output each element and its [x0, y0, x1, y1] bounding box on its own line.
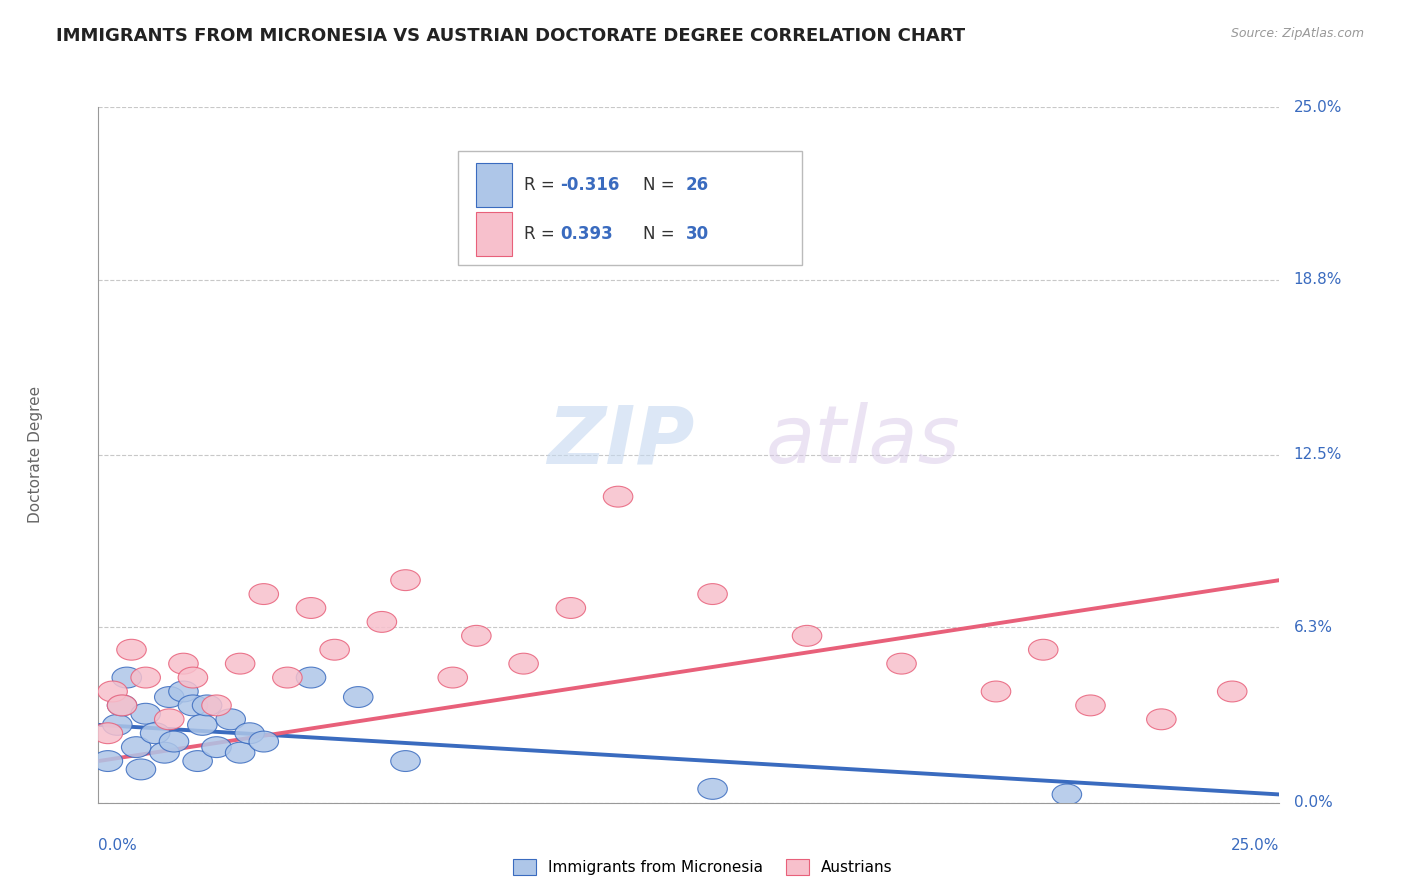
Ellipse shape [107, 695, 136, 715]
Ellipse shape [697, 779, 727, 799]
Ellipse shape [461, 625, 491, 646]
Ellipse shape [202, 737, 232, 757]
Ellipse shape [155, 687, 184, 707]
Text: Source: ZipAtlas.com: Source: ZipAtlas.com [1230, 27, 1364, 40]
Ellipse shape [141, 723, 170, 744]
Ellipse shape [117, 640, 146, 660]
Ellipse shape [127, 759, 156, 780]
Text: N =: N = [643, 225, 681, 243]
Ellipse shape [391, 751, 420, 772]
Ellipse shape [98, 681, 128, 702]
Text: 26: 26 [686, 176, 709, 194]
Ellipse shape [1076, 695, 1105, 715]
Text: atlas: atlas [766, 402, 960, 480]
Ellipse shape [603, 486, 633, 507]
Ellipse shape [202, 695, 232, 715]
Ellipse shape [187, 714, 217, 735]
Ellipse shape [155, 709, 184, 730]
Ellipse shape [121, 737, 150, 757]
Ellipse shape [1218, 681, 1247, 702]
Ellipse shape [183, 751, 212, 772]
Ellipse shape [159, 731, 188, 752]
Ellipse shape [297, 598, 326, 618]
Text: N =: N = [643, 176, 681, 194]
Ellipse shape [131, 667, 160, 688]
Ellipse shape [391, 570, 420, 591]
Ellipse shape [439, 667, 467, 688]
Ellipse shape [249, 731, 278, 752]
Text: 6.3%: 6.3% [1294, 620, 1333, 635]
Ellipse shape [169, 653, 198, 674]
Text: ZIP: ZIP [547, 402, 695, 480]
Ellipse shape [103, 714, 132, 735]
Text: 25.0%: 25.0% [1294, 100, 1341, 114]
Text: 18.8%: 18.8% [1294, 272, 1341, 287]
Ellipse shape [321, 640, 349, 660]
Ellipse shape [131, 703, 160, 724]
Ellipse shape [249, 583, 278, 605]
Ellipse shape [93, 723, 122, 744]
Ellipse shape [297, 667, 326, 688]
Ellipse shape [225, 742, 254, 764]
Text: 0.393: 0.393 [561, 225, 613, 243]
Ellipse shape [509, 653, 538, 674]
Ellipse shape [193, 695, 222, 715]
Ellipse shape [273, 667, 302, 688]
Ellipse shape [169, 681, 198, 702]
Text: R =: R = [524, 225, 560, 243]
Ellipse shape [1052, 784, 1081, 805]
Ellipse shape [1146, 709, 1175, 730]
Ellipse shape [112, 667, 142, 688]
Ellipse shape [179, 695, 208, 715]
Ellipse shape [217, 709, 246, 730]
Ellipse shape [792, 625, 821, 646]
Ellipse shape [150, 742, 180, 764]
Text: 0.0%: 0.0% [1294, 796, 1333, 810]
Ellipse shape [93, 751, 122, 772]
Ellipse shape [697, 583, 727, 605]
Text: Doctorate Degree: Doctorate Degree [28, 386, 42, 524]
Text: -0.316: -0.316 [561, 176, 620, 194]
Text: 0.0%: 0.0% [98, 838, 138, 854]
Legend: Immigrants from Micronesia, Austrians: Immigrants from Micronesia, Austrians [505, 851, 901, 882]
Ellipse shape [235, 723, 264, 744]
Ellipse shape [1029, 640, 1057, 660]
Ellipse shape [557, 598, 586, 618]
Text: 12.5%: 12.5% [1294, 448, 1341, 462]
Ellipse shape [981, 681, 1011, 702]
Ellipse shape [887, 653, 917, 674]
Ellipse shape [367, 612, 396, 632]
Ellipse shape [179, 667, 208, 688]
Ellipse shape [107, 695, 136, 715]
Ellipse shape [225, 653, 254, 674]
Text: 30: 30 [686, 225, 709, 243]
Text: 25.0%: 25.0% [1232, 838, 1279, 854]
Text: R =: R = [524, 176, 560, 194]
Ellipse shape [745, 180, 775, 201]
Text: IMMIGRANTS FROM MICRONESIA VS AUSTRIAN DOCTORATE DEGREE CORRELATION CHART: IMMIGRANTS FROM MICRONESIA VS AUSTRIAN D… [56, 27, 966, 45]
Ellipse shape [343, 687, 373, 707]
